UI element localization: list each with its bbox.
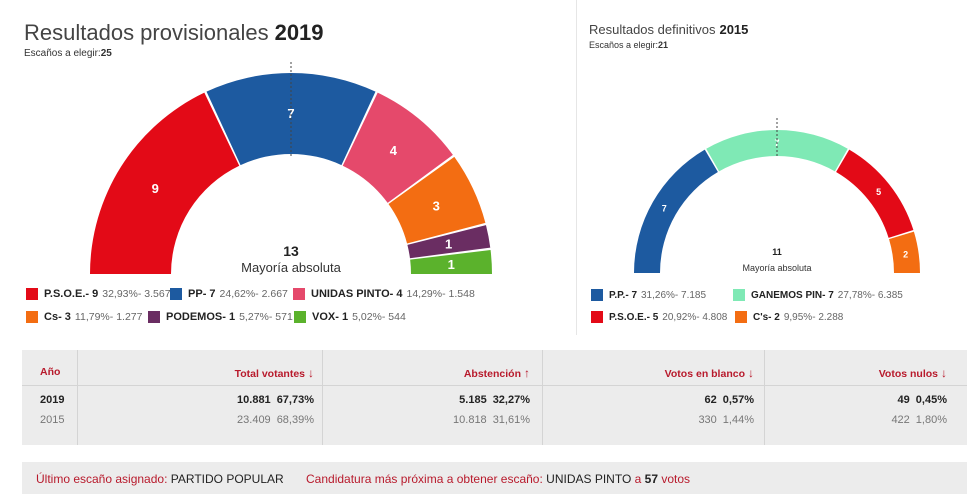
majority-label: Mayoría absoluta [742,263,811,273]
col-blank-votes: Votos en blanco ↓ 62 0,57% 330 1,44% [542,350,764,445]
seat-arc-p-p [634,149,718,273]
legend-item-cs-2015: C's - 2 9,95% - 2.288 [735,311,843,323]
seat-count-label: 7 [662,204,667,214]
closest-candidate-info: Candidatura más próxima a obtener escaño… [306,472,691,486]
seat-arc-podemos [407,225,491,259]
participation-table: Año 2019 2015 Total votantes ↓ 10.881 67,7… [22,350,967,445]
cell-year-2019: 2019 [40,394,65,406]
sort-arrow-icon: ↓ [941,366,947,380]
cell-year-2015: 2015 [40,414,65,426]
legend-item-podemos: PODEMOS - 1 5,27% - 571 [148,311,293,323]
header-blank-votes[interactable]: Votos en blanco ↓ [664,366,754,380]
cell-blank-2019: 62 0,57% [704,394,754,406]
sort-arrow-icon: ↑ [524,366,530,380]
header-abstention[interactable]: Abstención ↑ [463,366,530,380]
legend-item-ganemos-pin-2015: GANEMOS PIN - 7 27,78% - 6.385 [733,289,903,301]
legend-item-cs: Cs - 3 11,79% - 1.277 [26,311,142,323]
legend-item-psoe-2015: P.S.O.E. - 5 20,92% - 4.808 [591,311,727,323]
seat-arc-cs [388,156,486,244]
definitive-seats-to-elect: Escaños a elegir:21 [589,40,669,50]
legend-swatch [26,311,38,323]
cell-abstention-2019: 5.185 32,27% [459,394,530,406]
definitive-results-panel: Resultados definitivos 2015 Escaños a ele… [576,0,980,335]
seat-count-label: 5 [876,187,881,197]
legend-swatch [733,289,745,301]
seat-count-label: 1 [445,237,452,252]
header-year: Año [40,366,61,378]
provisional-year: 2019 [274,20,324,45]
legend-item-pp-2015: P.P. - 7 31,26% - 7.185 [591,289,706,301]
seat-arc-vox [410,250,492,274]
legend-item-unidas-pinto: UNIDAS PINTO - 4 14,29% - 1.548 [293,288,475,300]
legend-swatch [591,311,603,323]
legend-item-psoe: P.S.O.E. - 9 32,93% - 3.567 [26,288,171,300]
col-year: Año 2019 2015 [22,350,77,445]
header-total-voters[interactable]: Total votantes ↓ [234,366,314,380]
cell-total-2015: 23.409 68,39% [237,414,314,426]
legend-swatch [591,289,603,301]
legend-swatch [293,288,305,300]
legend-swatch [170,288,182,300]
provisional-results-panel: Resultados provisionales 2019 Escaños a e… [0,0,575,335]
last-seat-info: Último escaño asignado: PARTIDO POPULAR [36,472,284,486]
legend-item-pp: PP - 7 24,62% - 2.667 [170,288,288,300]
sort-arrow-icon: ↓ [748,366,754,380]
provisional-seats-to-elect: Escaños a elegir:25 [24,48,112,59]
majority-label: Mayoría absoluta [241,260,341,275]
header-null-votes[interactable]: Votos nulos ↓ [878,366,947,380]
seat-count-label: 1 [448,257,455,272]
col-abstention: Abstención ↑ 5.185 32,27% 10.818 31,61% [322,350,542,445]
majority-seats-value: 13 [283,243,299,259]
cell-total-2019: 10.881 67,73% [237,394,314,406]
legend-swatch [148,311,160,323]
cell-null-2015: 422 1,80% [891,414,947,426]
legend-swatch [735,311,747,323]
table-divider [22,385,967,386]
majority-seats-value: 11 [772,247,782,257]
definitive-title: Resultados definitivos 2015 [589,22,749,37]
legend-swatch [26,288,38,300]
seat-count-label: 2 [903,249,908,259]
seat-count-label: 4 [390,143,398,158]
legend-item-vox: VOX - 1 5,02% - 544 [294,311,406,323]
sort-arrow-icon: ↓ [308,366,314,380]
col-null-votes: Votos nulos ↓ 49 0,45% 422 1,80% [764,350,967,445]
seat-count-label: 7 [287,106,294,121]
col-total-voters: Total votantes ↓ 10.881 67,73% 23.409 68,39… [77,350,322,445]
seat-arc-unidas-pinto [342,92,453,203]
seat-count-label: 3 [433,198,440,213]
provisional-title: Resultados provisionales 2019 [24,20,324,45]
cell-null-2019: 49 0,45% [897,394,947,406]
seat-info-footer: Último escaño asignado: PARTIDO POPULAR … [22,462,967,494]
legend-swatch [294,311,306,323]
seat-arc-p-s-o-e [90,92,240,275]
seat-count-label: 9 [152,181,159,196]
definitive-year: 2015 [719,22,749,37]
seat-arc-c-s [889,231,920,273]
cell-abstention-2015: 10.818 31,61% [453,414,530,426]
cell-blank-2015: 330 1,44% [698,414,754,426]
definitive-hemicycle-chart: 775211Mayoría absoluta [634,118,920,273]
seat-arc-p-s-o-e [836,149,914,238]
